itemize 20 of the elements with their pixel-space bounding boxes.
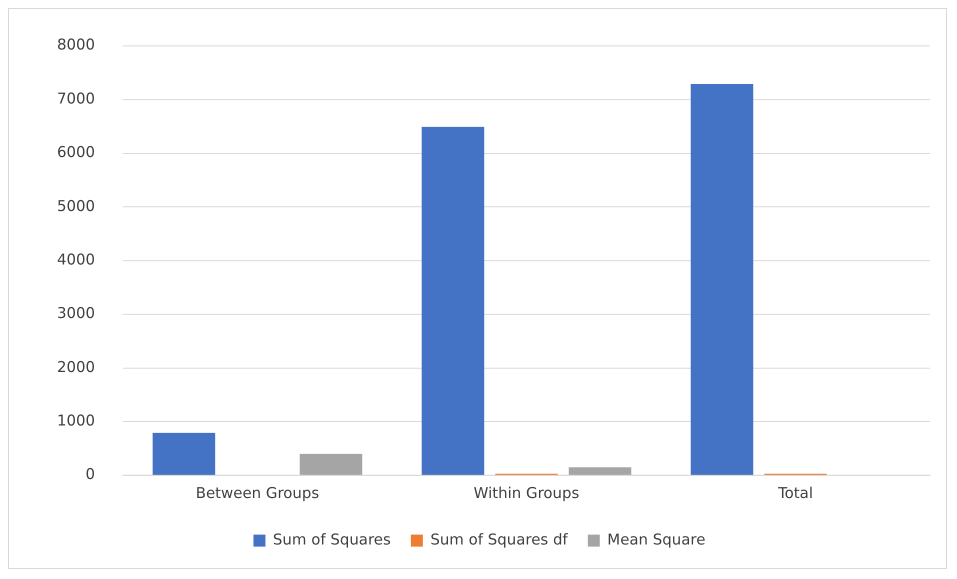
y-tick-label: 4000 (56, 250, 95, 268)
bar (152, 432, 216, 475)
legend-label: Mean Square (607, 530, 706, 548)
x-tick-label: Within Groups (474, 484, 580, 502)
bar (690, 84, 754, 475)
y-tick-label: 5000 (56, 196, 95, 215)
bar (568, 467, 632, 475)
x-tick-label: Total (777, 484, 813, 502)
y-tick-label: 2000 (56, 358, 95, 376)
y-tick-label: 1000 (56, 412, 95, 430)
y-tick-label: 3000 (56, 304, 95, 322)
legend-label: Sum of Squares (272, 530, 391, 548)
y-tick-label: 7000 (56, 89, 95, 108)
x-tick-label: Between Groups (196, 484, 320, 502)
y-tick-label: 0 (85, 465, 95, 484)
y-tick-label: 8000 (56, 36, 95, 54)
legend-label: Sum of Squares df (430, 530, 568, 548)
bar (422, 126, 484, 475)
y-tick-label: 6000 (56, 143, 95, 162)
bar (300, 454, 362, 475)
